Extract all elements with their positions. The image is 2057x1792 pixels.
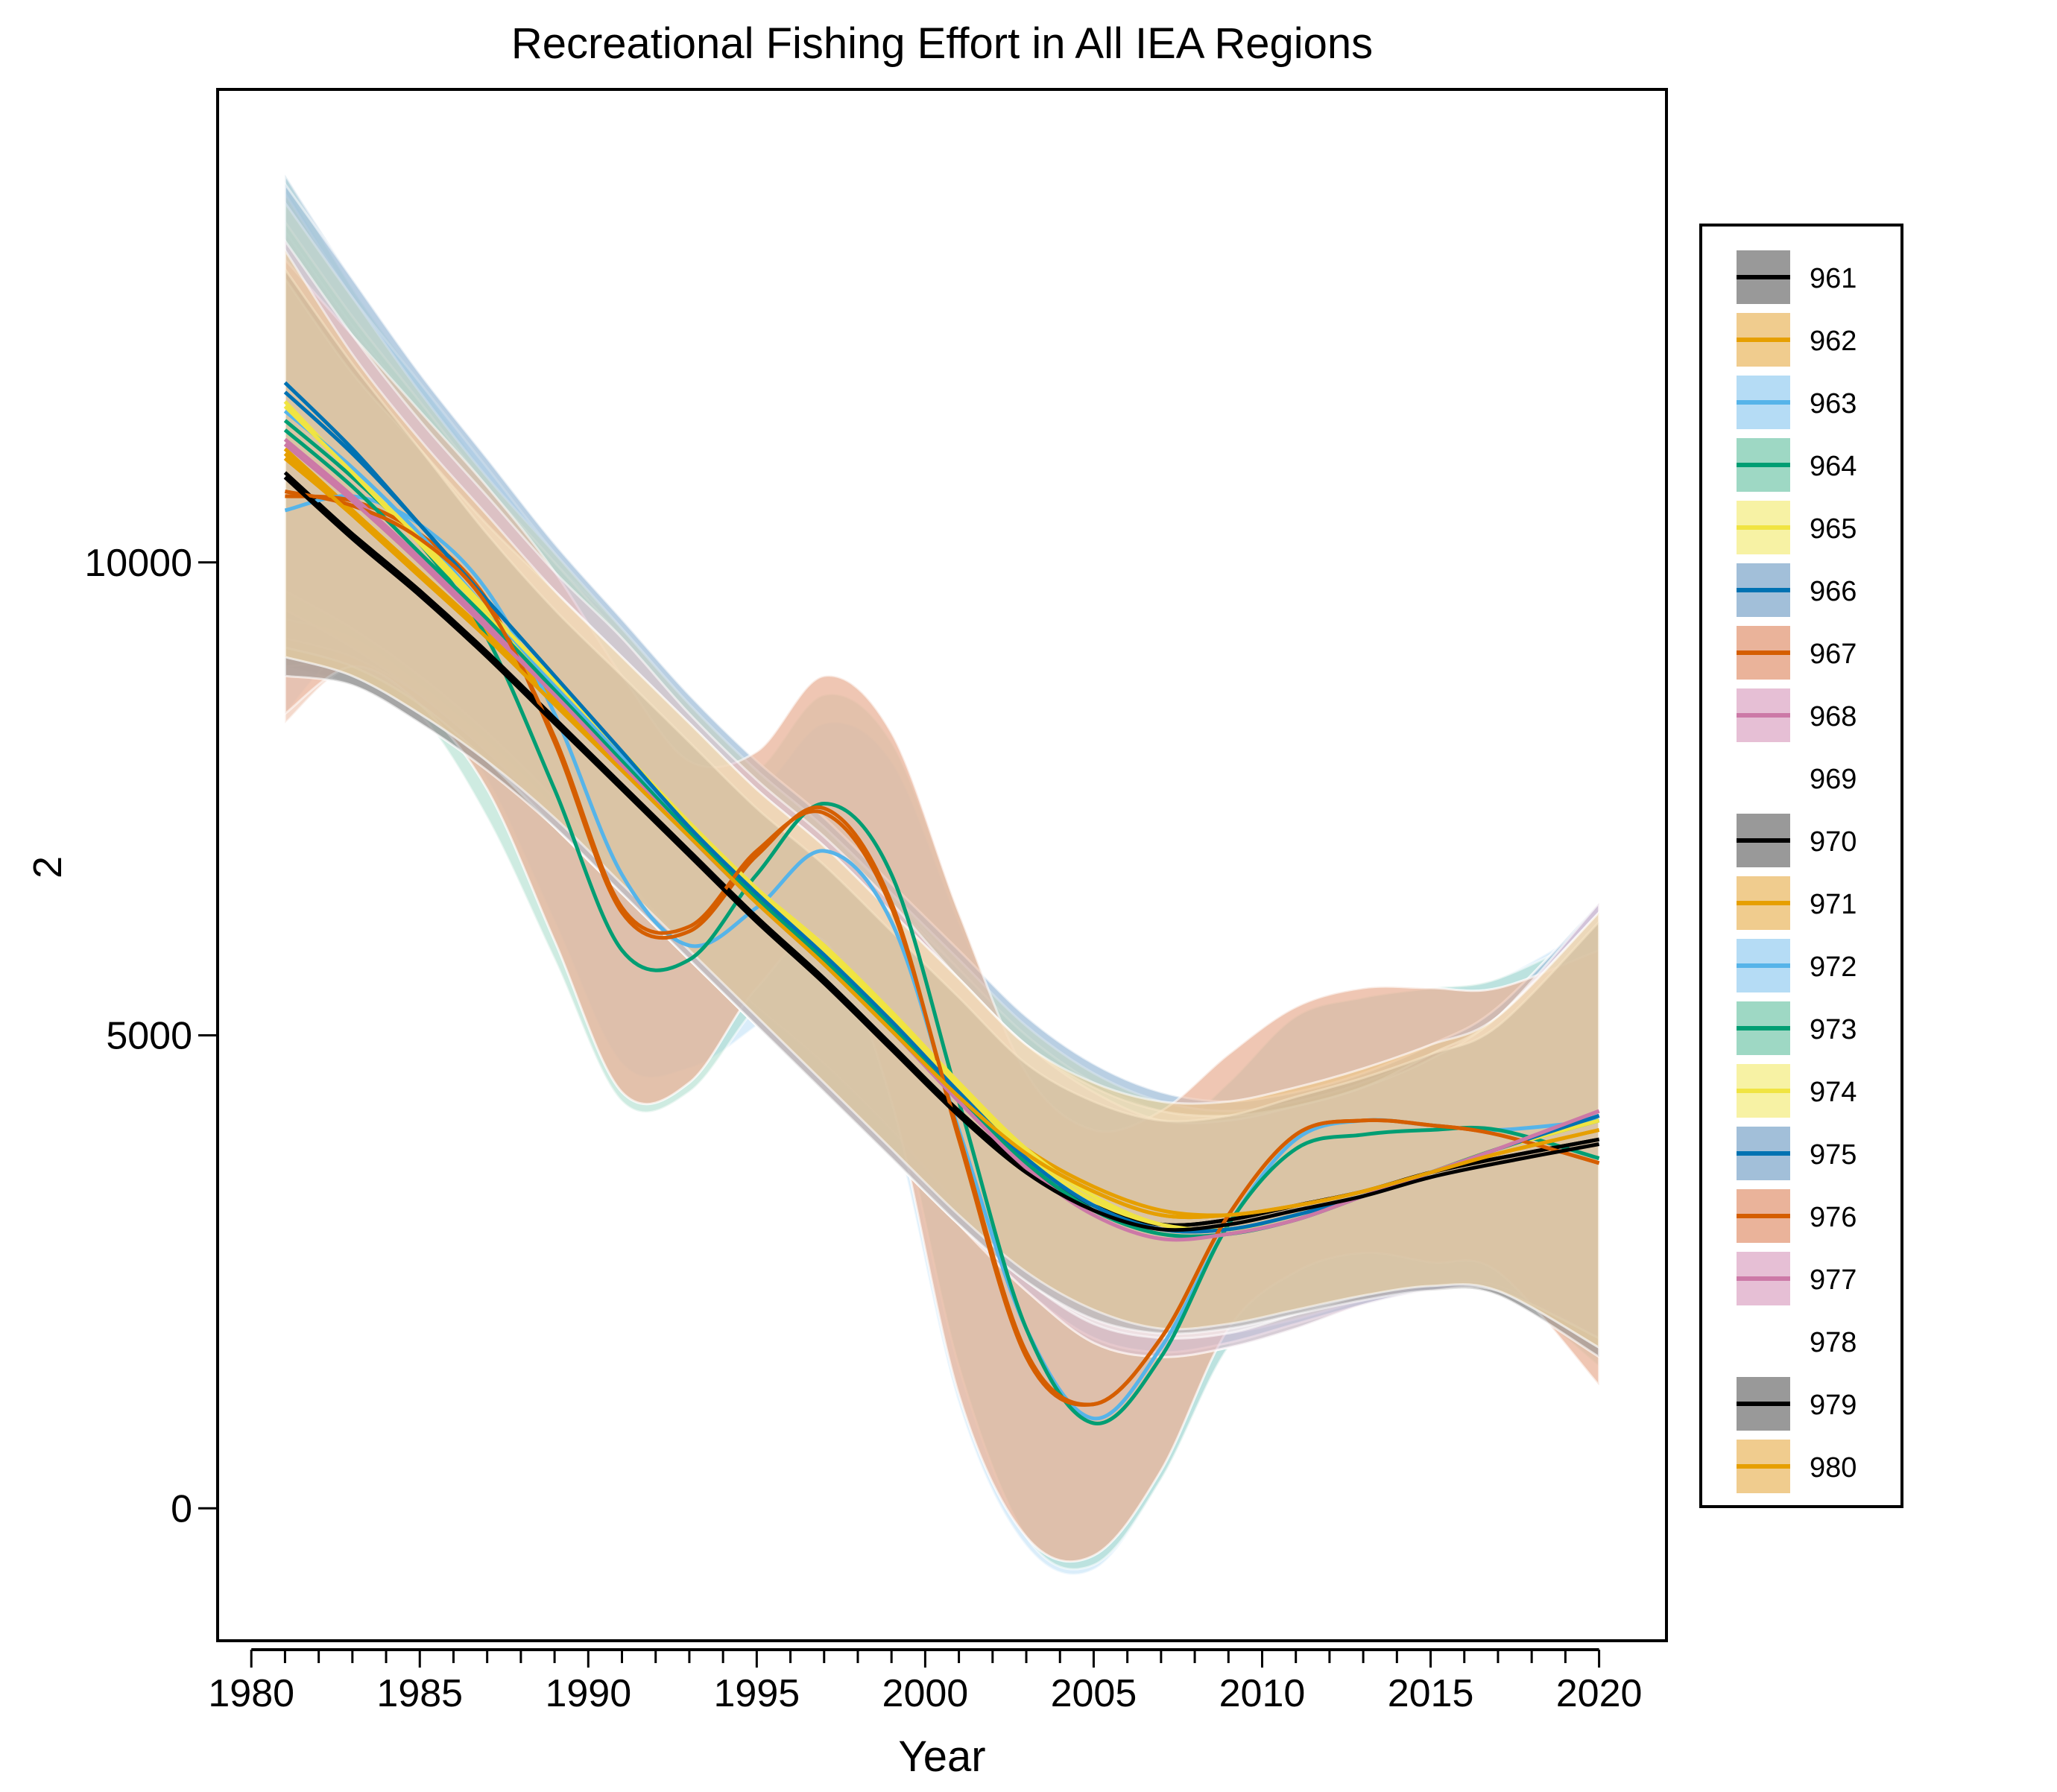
legend-item-977: 977	[1737, 1252, 1857, 1305]
legend: 961 962 963 964 965 966 967 968 969 970 971 972 973 9…	[1699, 224, 1903, 1508]
legend-label: 972	[1810, 952, 1857, 983]
legend-label: 966	[1810, 576, 1857, 607]
x-axis: 1980 1985 1990 1995 2000 2005 2010 2015 2020	[208, 1648, 1643, 1715]
legend-label: 961	[1810, 263, 1857, 294]
legend-item-976: 976	[1737, 1189, 1857, 1243]
legend-label: 976	[1810, 1202, 1857, 1233]
legend-item-966: 966	[1737, 563, 1857, 617]
legend-item-978: 978	[1737, 1314, 1857, 1368]
x-tick-label: 2005	[1051, 1672, 1137, 1715]
legend-label: 980	[1810, 1452, 1857, 1484]
legend-swatch	[1737, 751, 1790, 805]
legend-item-973: 973	[1737, 1001, 1857, 1055]
series-lines	[283, 381, 1600, 1425]
confidence-bands	[283, 170, 1601, 1576]
x-tick-label: 2000	[882, 1672, 969, 1715]
legend-item-964: 964	[1737, 438, 1857, 492]
plot-frame	[216, 88, 1668, 1642]
legend-label: 963	[1810, 388, 1857, 419]
legend-item-962: 962	[1737, 313, 1857, 367]
legend-label: 971	[1810, 889, 1857, 920]
x-tick-label: 1990	[545, 1672, 631, 1715]
legend-item-961: 961	[1737, 250, 1857, 304]
legend-label: 965	[1810, 513, 1857, 545]
legend-item-975: 975	[1737, 1127, 1857, 1180]
legend-item-968: 968	[1737, 688, 1857, 742]
legend-item-972: 972	[1737, 939, 1857, 992]
legend-frame	[1699, 224, 1903, 1508]
legend-label: 968	[1810, 701, 1857, 732]
legend-item-980: 980	[1737, 1440, 1857, 1493]
y-axis-label: 2	[25, 856, 70, 878]
x-tick-label: 1995	[714, 1672, 800, 1715]
x-tick-label: 2010	[1219, 1672, 1306, 1715]
legend-item-969: 969	[1737, 751, 1857, 805]
x-tick-label: 2020	[1556, 1672, 1643, 1715]
legend-item-967: 967	[1737, 626, 1857, 680]
legend-item-970: 970	[1737, 814, 1857, 867]
legend-label: 967	[1810, 639, 1857, 670]
legend-label: 970	[1810, 826, 1857, 858]
legend-label: 975	[1810, 1139, 1857, 1171]
line-980	[283, 452, 1600, 1220]
band-980	[283, 246, 1601, 1350]
x-tick-label: 1980	[208, 1672, 294, 1715]
legend-item-971: 971	[1737, 876, 1857, 930]
x-tick-label: 2015	[1388, 1672, 1474, 1715]
legend-label: 978	[1810, 1327, 1857, 1358]
line-979	[283, 475, 1600, 1232]
legend-label: 964	[1810, 451, 1857, 482]
line-976	[284, 490, 1600, 1407]
legend-item-965: 965	[1737, 501, 1857, 554]
legend-label: 962	[1810, 326, 1857, 357]
y-axis: 0 5000 10000	[84, 542, 218, 1530]
legend-label: 973	[1810, 1014, 1857, 1045]
legend-item-963: 963	[1737, 376, 1857, 429]
legend-label: 977	[1810, 1264, 1857, 1296]
legend-swatch	[1737, 1314, 1790, 1368]
y-tick-label: 0	[171, 1487, 192, 1530]
legend-label: 969	[1810, 764, 1857, 795]
x-axis-label: Year	[898, 1732, 985, 1781]
y-tick-label: 10000	[84, 542, 192, 585]
x-tick-label: 1985	[376, 1672, 463, 1715]
chart-title: Recreational Fishing Effort in All IEA R…	[511, 19, 1373, 68]
legend-item-974: 974	[1737, 1064, 1857, 1118]
legend-item-979: 979	[1737, 1377, 1857, 1431]
y-tick-label: 5000	[106, 1015, 192, 1058]
legend-label: 979	[1810, 1390, 1857, 1421]
legend-label: 974	[1810, 1077, 1857, 1108]
